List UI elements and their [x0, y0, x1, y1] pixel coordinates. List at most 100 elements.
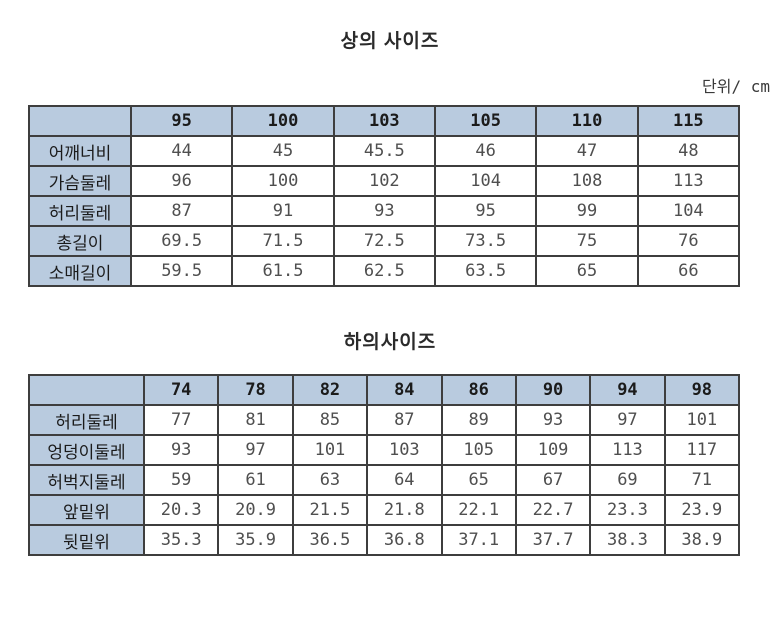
measurement-row: 앞밑위 20.3 20.9 21.5 21.8 22.1 22.7 23.3 23.9 — [28, 494, 741, 526]
corner-cell — [28, 105, 132, 137]
measurement-value-cell: 61.5 — [231, 255, 335, 287]
size-column-header: 74 — [142, 374, 220, 406]
measurement-value-cell: 37.7 — [514, 524, 592, 556]
measurement-label-cell: 허리둘레 — [28, 404, 145, 436]
measurement-value-cell: 103 — [366, 434, 443, 466]
measurement-label-cell: 허벅지둘레 — [28, 464, 145, 496]
measurement-value-cell: 45.5 — [332, 135, 436, 167]
measurement-label-cell: 가슴둘레 — [28, 165, 132, 197]
measurement-value-cell: 93 — [142, 434, 220, 466]
size-column-header: 98 — [663, 374, 741, 406]
measurement-value-cell: 21.8 — [366, 494, 443, 526]
size-column-header: 105 — [433, 105, 538, 137]
measurement-row: 허리둘레 87 91 93 95 99 104 — [28, 195, 741, 227]
measurement-row: 허리둘레 77 81 85 87 89 93 97 101 — [28, 404, 741, 436]
measurement-value-cell: 89 — [440, 404, 517, 436]
measurement-value-cell: 37.1 — [440, 524, 517, 556]
measurement-row: 허벅지둘레 59 61 63 64 65 67 69 71 — [28, 464, 741, 496]
measurement-row: 뒷밑위 35.3 35.9 36.5 36.8 37.1 37.7 38.3 38.9 — [28, 524, 741, 556]
measurement-value-cell: 73.5 — [433, 225, 538, 257]
measurement-value-cell: 69 — [589, 464, 666, 496]
measurement-value-cell: 61 — [217, 464, 294, 496]
measurement-value-cell: 69.5 — [129, 225, 234, 257]
measurement-label-cell: 허리둘레 — [28, 195, 132, 227]
measurement-row: 엉덩이둘레 93 97 101 103 105 109 113 117 — [28, 434, 741, 466]
measurement-value-cell: 81 — [217, 404, 294, 436]
measurement-value-cell: 72.5 — [332, 225, 436, 257]
measurement-value-cell: 44 — [129, 135, 234, 167]
size-column-header: 95 — [129, 105, 234, 137]
bottom-size-table: 74 78 82 84 86 90 94 98 허리둘레 77 81 85 87 89 93 97 101 엉덩이… — [28, 374, 741, 556]
measurement-value-cell: 105 — [440, 434, 517, 466]
size-column-header: 90 — [514, 374, 592, 406]
measurement-value-cell: 59 — [142, 464, 220, 496]
size-column-header: 110 — [535, 105, 639, 137]
measurement-value-cell: 38.9 — [663, 524, 741, 556]
size-column-header: 100 — [231, 105, 335, 137]
measurement-value-cell: 21.5 — [291, 494, 369, 526]
measurement-value-cell: 36.5 — [291, 524, 369, 556]
measurement-value-cell: 63 — [291, 464, 369, 496]
measurement-value-cell: 67 — [514, 464, 592, 496]
measurement-value-cell: 87 — [129, 195, 234, 227]
measurement-label-cell: 소매길이 — [28, 255, 132, 287]
size-header-row: 74 78 82 84 86 90 94 98 — [28, 374, 741, 406]
measurement-label-cell: 엉덩이둘레 — [28, 434, 145, 466]
size-column-header: 94 — [589, 374, 666, 406]
measurement-value-cell: 75 — [535, 225, 639, 257]
measurement-value-cell: 93 — [332, 195, 436, 227]
size-column-header: 86 — [440, 374, 517, 406]
size-column-header: 103 — [332, 105, 436, 137]
size-column-header: 84 — [366, 374, 443, 406]
measurement-value-cell: 97 — [589, 404, 666, 436]
measurement-value-cell: 113 — [636, 165, 741, 197]
measurement-row: 어깨너비 44 45 45.5 46 47 48 — [28, 135, 741, 167]
top-size-table-title: 상의 사이즈 — [340, 31, 440, 52]
measurement-value-cell: 23.3 — [589, 494, 666, 526]
measurement-value-cell: 87 — [366, 404, 443, 436]
measurement-value-cell: 71 — [663, 464, 741, 496]
measurement-value-cell: 101 — [663, 404, 741, 436]
measurement-value-cell: 108 — [535, 165, 639, 197]
measurement-value-cell: 64 — [366, 464, 443, 496]
measurement-row: 소매길이 59.5 61.5 62.5 63.5 65 66 — [28, 255, 741, 287]
measurement-value-cell: 20.9 — [217, 494, 294, 526]
measurement-value-cell: 97 — [217, 434, 294, 466]
measurement-value-cell: 113 — [589, 434, 666, 466]
measurement-label-cell: 총길이 — [28, 225, 132, 257]
measurement-value-cell: 109 — [514, 434, 592, 466]
measurement-label-cell: 어깨너비 — [28, 135, 132, 167]
measurement-row: 가슴둘레 96 100 102 104 108 113 — [28, 165, 741, 197]
measurement-value-cell: 47 — [535, 135, 639, 167]
measurement-value-cell: 91 — [231, 195, 335, 227]
measurement-label-cell: 앞밑위 — [28, 494, 145, 526]
measurement-value-cell: 38.3 — [589, 524, 666, 556]
measurement-value-cell: 95 — [433, 195, 538, 227]
measurement-value-cell: 100 — [231, 165, 335, 197]
measurement-value-cell: 65 — [440, 464, 517, 496]
size-header-row: 95 100 103 105 110 115 — [28, 105, 741, 137]
size-column-header: 115 — [636, 105, 741, 137]
measurement-value-cell: 76 — [636, 225, 741, 257]
measurement-value-cell: 59.5 — [129, 255, 234, 287]
measurement-value-cell: 101 — [291, 434, 369, 466]
measurement-value-cell: 45 — [231, 135, 335, 167]
measurement-value-cell: 63.5 — [433, 255, 538, 287]
measurement-value-cell: 85 — [291, 404, 369, 436]
measurement-label-cell: 뒷밑위 — [28, 524, 145, 556]
size-column-header: 82 — [291, 374, 369, 406]
measurement-value-cell: 117 — [663, 434, 741, 466]
measurement-value-cell: 22.1 — [440, 494, 517, 526]
top-size-table: 95 100 103 105 110 115 어깨너비 44 45 45.5 46 47 48 가슴둘레 9… — [28, 105, 741, 287]
measurement-value-cell: 65 — [535, 255, 639, 287]
measurement-value-cell: 20.3 — [142, 494, 220, 526]
measurement-row: 총길이 69.5 71.5 72.5 73.5 75 76 — [28, 225, 741, 257]
measurement-value-cell: 93 — [514, 404, 592, 436]
measurement-value-cell: 46 — [433, 135, 538, 167]
measurement-value-cell: 104 — [636, 195, 741, 227]
measurement-value-cell: 36.8 — [366, 524, 443, 556]
measurement-value-cell: 71.5 — [231, 225, 335, 257]
measurement-value-cell: 96 — [129, 165, 234, 197]
measurement-value-cell: 99 — [535, 195, 639, 227]
